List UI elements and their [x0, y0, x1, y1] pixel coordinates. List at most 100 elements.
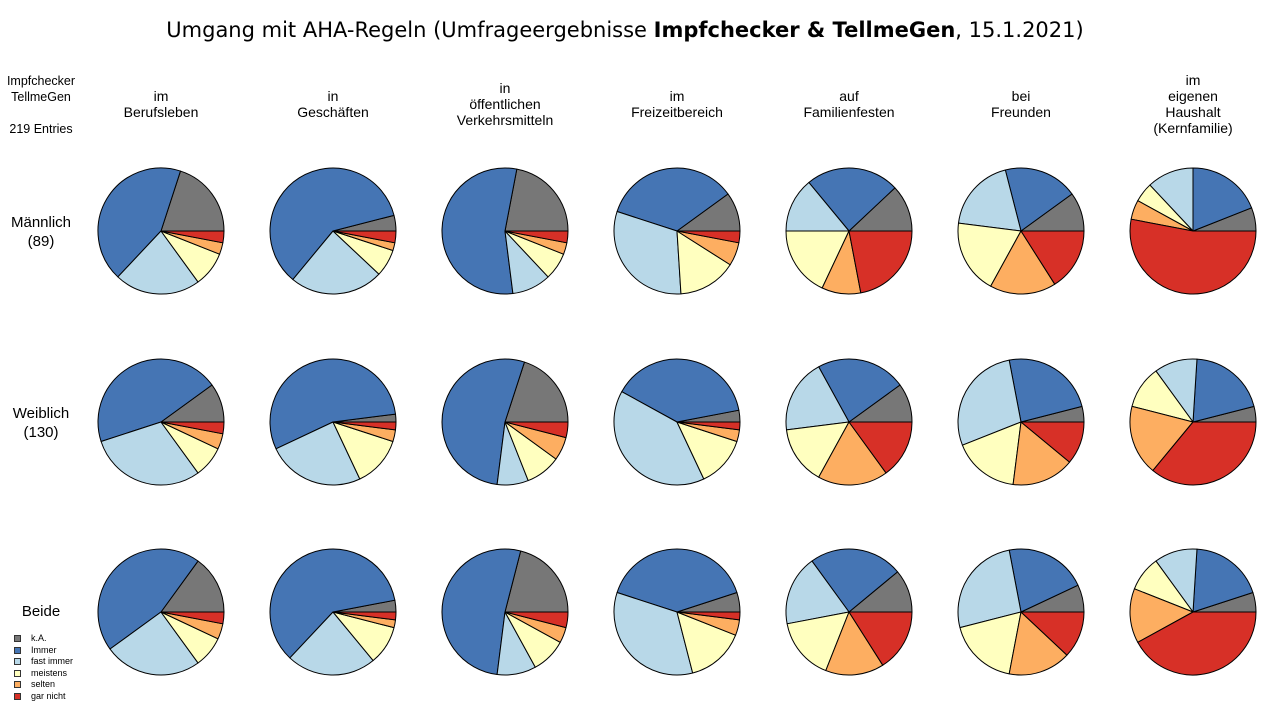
pie-beide-berufsleben: [97, 548, 225, 676]
pie-beide-geschaeften: [269, 548, 397, 676]
slice-gar-nicht: [332, 611, 397, 621]
slice-immer: [1008, 358, 1083, 423]
pie-beide-haushalt: [1129, 548, 1257, 676]
legend-item-selten: selten: [14, 679, 73, 691]
legend-item-gar-nicht: gar nicht: [14, 691, 73, 703]
row-label-maennlich: Männlich (89): [10, 214, 72, 250]
slice-immer: [811, 548, 899, 613]
slice-meistens: [959, 611, 1022, 675]
slice-fast-immer: [785, 181, 850, 232]
slice-immer: [441, 358, 525, 485]
slice-immer: [97, 167, 181, 278]
slice-meistens: [676, 611, 737, 674]
legend-label-immer: Immer: [31, 644, 57, 655]
pie-maennlich-familienfesten: [785, 167, 913, 295]
chart-title-suffix: , 15.1.2021): [955, 18, 1084, 42]
column-header-berufsleben: im Berufsleben: [123, 88, 199, 120]
slice-gar-nicht: [1020, 421, 1085, 463]
slice-meistens: [785, 230, 850, 289]
slice-immer: [269, 167, 395, 281]
legend-swatch-meistens: [14, 669, 21, 677]
slice-fast-immer: [785, 560, 850, 625]
slice-selten: [990, 230, 1056, 295]
legend-item-ka: k.A.: [14, 633, 73, 645]
slice-ka: [160, 170, 225, 232]
pie-maennlich-verkehrsmittel: [441, 167, 569, 295]
slice-gar-nicht: [504, 230, 569, 244]
legend-swatch-immer: [14, 646, 21, 654]
slice-fast-immer: [957, 549, 1022, 629]
slice-meistens: [786, 421, 850, 478]
slice-immer: [1008, 548, 1079, 613]
column-header-verkehrsmittel: in öffentlichen Verkehrsmitteln: [456, 80, 554, 128]
slice-ka: [504, 361, 569, 423]
pie-maennlich-freunden: [957, 167, 1085, 295]
slice-immer: [97, 548, 199, 650]
slice-fast-immer: [100, 421, 199, 486]
slice-selten: [1129, 588, 1194, 643]
slice-gar-nicht: [1020, 230, 1085, 285]
slice-fast-immer: [292, 230, 380, 295]
pie-weiblich-verkehrsmittel: [441, 358, 569, 486]
legend-label-fast-immer: fast immer: [31, 656, 74, 666]
slice-meistens: [676, 230, 731, 295]
slice-gar-nicht: [332, 421, 397, 431]
slice-immer: [97, 358, 213, 442]
pie-maennlich-haushalt: [1129, 167, 1257, 295]
pie-weiblich-haushalt: [1129, 358, 1257, 486]
slice-immer: [818, 358, 901, 423]
legend-label-gar-nicht: gar nicht: [31, 690, 66, 701]
slice-selten: [1008, 611, 1068, 676]
pie-weiblich-freizeitbereich: [613, 358, 741, 486]
slice-immer: [1192, 548, 1254, 613]
slice-fast-immer: [275, 421, 361, 486]
legend-item-immer: Immer: [14, 645, 73, 657]
pie-weiblich-freunden: [957, 358, 1085, 486]
slice-fast-immer: [613, 391, 705, 486]
slice-gar-nicht: [676, 611, 741, 621]
pie-maennlich-freizeitbereich: [613, 167, 741, 295]
slice-gar-nicht: [676, 421, 741, 431]
legend-swatch-selten: [14, 681, 21, 689]
slice-gar-nicht: [504, 611, 569, 629]
legend-item-meistens: meistens: [14, 668, 73, 680]
legend: k.A. Immer fast immer meistens selten ga…: [14, 633, 73, 702]
slice-selten: [818, 421, 887, 486]
legend-label-selten: selten: [31, 679, 56, 689]
slice-meistens: [961, 421, 1022, 485]
slice-ka: [160, 560, 225, 613]
pie-beide-verkehrsmittel: [441, 548, 569, 676]
slice-fast-immer: [117, 230, 199, 295]
slice-gar-nicht: [1020, 611, 1085, 656]
pie-weiblich-familienfesten: [785, 358, 913, 486]
slice-ka: [504, 168, 569, 232]
slice-fast-immer: [958, 169, 1022, 232]
pie-beide-freizeitbereich: [613, 548, 741, 676]
slice-gar-nicht: [848, 421, 913, 474]
legend-label-meistens: meistens: [31, 667, 68, 678]
chart-title: Umgang mit AHA-Regeln (Umfrageergebnisse…: [0, 18, 1250, 42]
chart-title-prefix: Umgang mit AHA-Regeln (Umfrageergebnisse: [166, 18, 654, 42]
column-header-haushalt: im eigenen Haushalt (Kernfamilie): [1153, 72, 1233, 136]
pie-weiblich-berufsleben: [97, 358, 225, 486]
slice-gar-nicht: [1137, 611, 1257, 676]
column-header-familienfesten: auf Familienfesten: [803, 88, 895, 120]
slice-fast-immer: [109, 611, 199, 676]
legend-label-ka: k.A.: [31, 633, 47, 643]
source-line-2: TellmeGen: [11, 90, 71, 104]
chart-title-bold: Impfchecker & TellmeGen: [653, 18, 956, 42]
slice-ka: [504, 550, 569, 613]
pie-beide-familienfesten: [785, 548, 913, 676]
slice-fast-immer: [957, 359, 1022, 446]
slice-immer: [616, 548, 738, 613]
slice-fast-immer: [613, 211, 682, 295]
slice-immer: [621, 358, 740, 423]
slice-gar-nicht: [160, 421, 225, 435]
source-line-1: Impfchecker: [6, 74, 76, 88]
slice-fast-immer: [785, 366, 850, 431]
pie-maennlich-berufsleben: [97, 167, 225, 295]
pie-weiblich-geschaeften: [269, 358, 397, 486]
slice-selten: [1012, 421, 1071, 486]
slice-selten: [825, 611, 884, 676]
